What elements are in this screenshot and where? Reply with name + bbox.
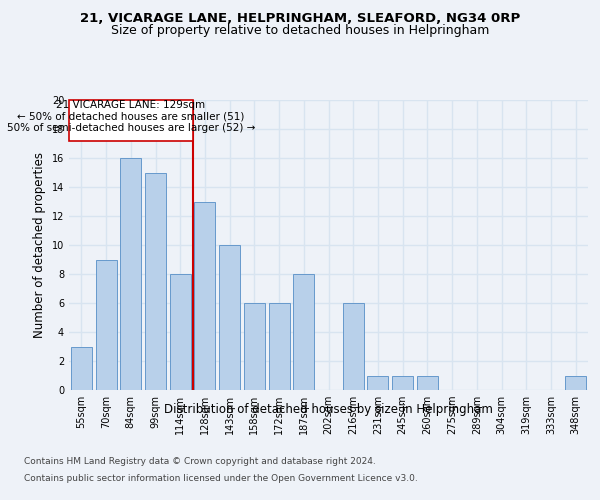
Bar — [417, 376, 438, 390]
Bar — [145, 172, 166, 390]
FancyBboxPatch shape — [69, 100, 193, 140]
Text: Size of property relative to detached houses in Helpringham: Size of property relative to detached ho… — [111, 24, 489, 37]
Text: ← 50% of detached houses are smaller (51): ← 50% of detached houses are smaller (51… — [17, 112, 244, 122]
Text: Contains public sector information licensed under the Open Government Licence v3: Contains public sector information licen… — [24, 474, 418, 483]
Bar — [95, 260, 116, 390]
Y-axis label: Number of detached properties: Number of detached properties — [33, 152, 46, 338]
Bar — [170, 274, 191, 390]
Text: 50% of semi-detached houses are larger (52) →: 50% of semi-detached houses are larger (… — [7, 124, 255, 134]
Bar — [293, 274, 314, 390]
Bar — [367, 376, 388, 390]
Text: 21 VICARAGE LANE: 129sqm: 21 VICARAGE LANE: 129sqm — [56, 100, 205, 110]
Bar — [194, 202, 215, 390]
Bar — [392, 376, 413, 390]
Text: 21, VICARAGE LANE, HELPRINGHAM, SLEAFORD, NG34 0RP: 21, VICARAGE LANE, HELPRINGHAM, SLEAFORD… — [80, 12, 520, 26]
Text: Contains HM Land Registry data © Crown copyright and database right 2024.: Contains HM Land Registry data © Crown c… — [24, 458, 376, 466]
Bar — [343, 303, 364, 390]
Text: Distribution of detached houses by size in Helpringham: Distribution of detached houses by size … — [164, 402, 493, 415]
Bar — [565, 376, 586, 390]
Bar — [120, 158, 141, 390]
Bar — [71, 346, 92, 390]
Bar — [219, 245, 240, 390]
Bar — [269, 303, 290, 390]
Bar — [244, 303, 265, 390]
